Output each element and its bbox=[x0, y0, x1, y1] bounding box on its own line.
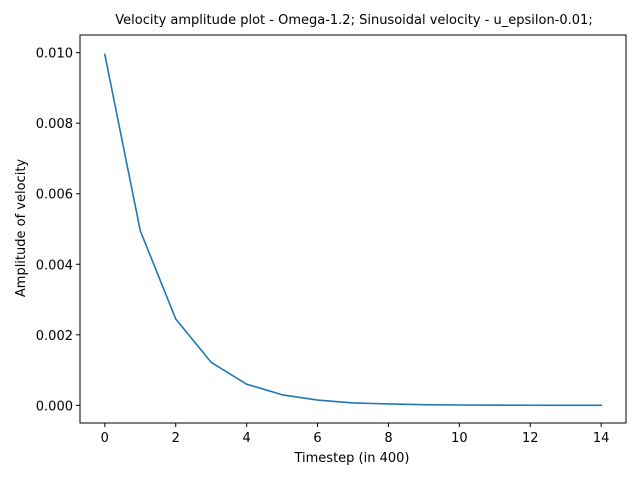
axes-frame bbox=[79, 34, 627, 424]
x-tick-label: 2 bbox=[172, 431, 180, 446]
x-tick-label: 0 bbox=[101, 431, 109, 446]
y-tick-label: 0.010 bbox=[36, 47, 73, 62]
x-axis-label: Timestep (in 400) bbox=[293, 451, 409, 466]
x-tick-label: 10 bbox=[451, 431, 468, 446]
x-tick-label: 14 bbox=[593, 431, 610, 446]
y-tick-label: 0.004 bbox=[36, 258, 73, 273]
x-tick-label: 4 bbox=[242, 431, 250, 446]
plot-area bbox=[103, 53, 602, 407]
y-tick-label: 0.008 bbox=[36, 117, 73, 132]
chart-title: Velocity amplitude plot - Omega-1.2; Sin… bbox=[115, 13, 592, 28]
x-axis: 0 2 4 6 8 10 12 14 bbox=[101, 423, 610, 446]
x-tick-label: 8 bbox=[384, 431, 392, 446]
y-axis: 0.000 0.002 0.004 0.006 0.008 0.010 bbox=[36, 47, 80, 414]
y-tick-label: 0.006 bbox=[36, 188, 73, 203]
y-axis-label: Amplitude of velocity bbox=[14, 159, 29, 298]
y-tick-label: 0.002 bbox=[36, 329, 73, 344]
x-tick-label: 12 bbox=[522, 431, 539, 446]
x-tick-label: 6 bbox=[313, 431, 321, 446]
y-tick-label: 0.000 bbox=[36, 399, 73, 414]
